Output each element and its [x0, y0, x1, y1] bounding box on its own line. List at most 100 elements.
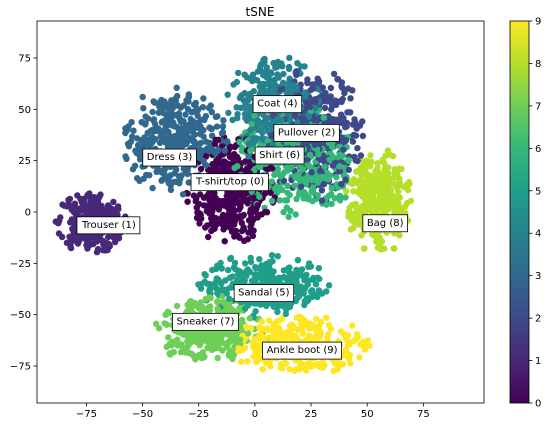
scatter-point-class-7 — [165, 334, 172, 341]
scatter-point-class-0 — [215, 206, 223, 213]
scatter-point-class-3 — [219, 129, 227, 136]
scatter-point-class-4 — [225, 109, 232, 117]
scatter-point-class-0 — [200, 202, 208, 209]
scatter-point-class-2 — [345, 166, 352, 174]
scatter-point-class-5 — [286, 264, 293, 271]
scatter-point-class-6 — [326, 156, 333, 163]
scatter-point-class-5 — [268, 276, 276, 284]
scatter-point-class-8 — [391, 166, 398, 173]
chart-title: tSNE — [246, 5, 275, 19]
scatter-point-class-4 — [286, 75, 293, 82]
scatter-point-class-9 — [247, 324, 255, 332]
scatter-point-class-3 — [203, 145, 211, 152]
scatter-point-class-8 — [392, 208, 399, 216]
scatter-point-class-8 — [381, 159, 388, 167]
scatter-point-class-3 — [153, 168, 160, 175]
scatter-point-class-5 — [269, 258, 276, 265]
scatter-point-class-3 — [193, 141, 200, 148]
scatter-point-class-6 — [280, 209, 287, 216]
scatter-point-class-2 — [351, 116, 358, 123]
scatter-point-class-6 — [278, 186, 285, 193]
scatter-point-class-0 — [200, 194, 208, 201]
scatter-point-class-8 — [374, 244, 381, 251]
scatter-point-class-4 — [264, 127, 272, 134]
scatter-point-class-4 — [273, 116, 280, 123]
scatter-point-class-7 — [223, 340, 230, 347]
x-tick-label: 0 — [252, 409, 258, 420]
scatter-point-class-8 — [365, 178, 372, 186]
cluster-labels: T-shirt/top (0) Trouser (1) Pullover (2) Dr… — [76, 95, 409, 360]
scatter-point-class-6 — [293, 195, 300, 203]
cluster-label-box — [172, 312, 239, 331]
scatter-point-class-1 — [114, 211, 121, 218]
scatter-point-class-5 — [231, 259, 239, 267]
scatter-point-class-5 — [235, 267, 242, 274]
y-tick-label: 75 — [18, 53, 31, 64]
scatter-point-class-1 — [105, 233, 112, 241]
scatter-point-class-3 — [179, 191, 187, 198]
scatter-point-class-9 — [349, 322, 356, 329]
scatter-point-class-1 — [64, 201, 72, 208]
scatter-point-class-9 — [257, 330, 264, 337]
scatter-point-class-8 — [374, 160, 381, 167]
scatter-point-class-5 — [217, 259, 224, 267]
scatter-point-class-0 — [212, 215, 220, 222]
scatter-point-class-0 — [241, 195, 248, 203]
scatter-point-class-3 — [123, 155, 130, 162]
scatter-point-class-5 — [312, 281, 320, 288]
cluster-label-text: Bag (8) — [367, 218, 404, 229]
scatter-point-class-5 — [304, 281, 311, 288]
scatter-point-class-3 — [175, 173, 183, 180]
scatter-point-class-5 — [294, 290, 301, 297]
cluster-label-box — [233, 284, 295, 302]
scatter-point-class-1 — [110, 198, 117, 206]
scatter-point-class-3 — [167, 105, 175, 112]
scatter-point-class-7 — [232, 333, 239, 340]
scatter-point-class-3 — [136, 156, 144, 163]
scatter-point-class-4 — [286, 54, 293, 62]
scatter-point-class-6 — [231, 164, 238, 172]
scatter-point-class-6 — [313, 172, 321, 180]
scatter-point-class-0 — [219, 142, 226, 149]
scatter-point-class-0 — [232, 227, 240, 235]
scatter-point-class-5 — [307, 288, 315, 295]
scatter-point-class-4 — [249, 77, 256, 85]
scatter-point-class-0 — [250, 194, 257, 201]
scatter-point-class-1 — [55, 220, 62, 227]
scatter-point-class-3 — [155, 109, 162, 116]
scatter-point-class-9 — [279, 315, 286, 322]
scatter-point-class-6 — [336, 163, 343, 170]
scatter-point-class-8 — [401, 203, 409, 210]
scatter-point-class-3 — [128, 119, 135, 126]
scatter-point-class-9 — [340, 330, 348, 338]
scatter-point-class-3 — [180, 125, 187, 133]
scatter-point-class-3 — [150, 117, 157, 124]
scatter-point-class-0 — [198, 215, 205, 222]
scatter-point-class-2 — [304, 156, 311, 163]
scatter-point-class-0 — [254, 202, 261, 209]
scatter-point-class-0 — [197, 165, 205, 173]
scatter-point-class-1 — [80, 200, 88, 207]
scatter-point-class-2 — [359, 132, 367, 140]
scatter-point-class-6 — [305, 162, 312, 169]
colorbar-tick-label: 4 — [535, 229, 541, 240]
scatter-point-class-4 — [301, 63, 308, 70]
scatter-point-class-1 — [88, 203, 95, 211]
scatter-point-class-4 — [241, 104, 249, 112]
y-tick-label: −25 — [10, 259, 31, 270]
scatter-point-class-8 — [353, 168, 360, 175]
scatter-point-class-3 — [224, 138, 231, 145]
scatter-point-class-7 — [182, 349, 190, 356]
scatter-point-class-3 — [138, 137, 145, 144]
colorbar-tick-label: 2 — [535, 314, 541, 325]
scatter-point-class-2 — [354, 157, 361, 165]
scatter-point-class-2 — [340, 146, 347, 153]
scatter-point-class-4 — [293, 86, 300, 94]
scatter-point-class-7 — [166, 340, 173, 348]
scatter-point-class-1 — [89, 197, 97, 204]
scatter-point-class-6 — [314, 179, 321, 186]
scatter-point-class-9 — [330, 367, 337, 375]
scatter-point-class-9 — [280, 330, 287, 337]
scatter-point-class-4 — [242, 114, 249, 122]
